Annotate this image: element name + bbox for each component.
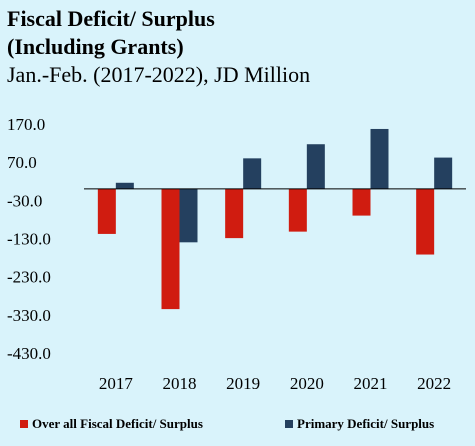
bar-overall-2017 <box>97 188 116 234</box>
title-block: Fiscal Deficit/ Surplus (Including Grant… <box>7 5 310 89</box>
y-tick-label: 170.0 <box>7 115 45 134</box>
x-tick-label: 2018 <box>163 374 197 393</box>
chart-subtitle: Jan.-Feb. (2017-2022), JD Million <box>7 62 311 87</box>
legend-item-overall: Over all Fiscal Deficit/ Surplus <box>20 413 203 435</box>
y-tick-label: 70.0 <box>7 153 37 172</box>
x-tick-label: 2022 <box>417 374 451 393</box>
x-tick-label: 2019 <box>226 374 260 393</box>
y-tick-label: -430.0 <box>7 344 51 363</box>
y-tick-label: -30.0 <box>7 191 42 210</box>
y-tick-label: -130.0 <box>7 230 51 249</box>
bar-chart: 170.0 70.0 -30.0 -130.0 -230.0 -330.0 -430.0 2… <box>7 115 466 393</box>
bar-overall-2019 <box>225 188 244 239</box>
legend-swatch-overall <box>20 420 28 428</box>
bar-overall-2022 <box>416 188 435 255</box>
bar-overall-2018 <box>161 188 180 310</box>
bar-overall-2021 <box>352 188 371 216</box>
legend: Over all Fiscal Deficit/ Surplus Primary… <box>20 413 470 435</box>
y-tick-label: -230.0 <box>7 268 51 287</box>
bar-primary-2021 <box>370 128 389 189</box>
chart-title-line-2: (Including Grants) <box>7 34 184 59</box>
x-tick-label: 2020 <box>290 374 324 393</box>
legend-label-overall: Over all Fiscal Deficit/ Surplus <box>32 416 203 431</box>
bar-primary-2022 <box>434 157 453 189</box>
bar-primary-2017 <box>115 182 134 189</box>
legend-swatch-primary <box>285 420 293 428</box>
y-axis-labels: 170.0 70.0 -30.0 -130.0 -230.0 -330.0 -430.0 <box>7 115 51 363</box>
x-axis-labels: 2017 2018 2019 2020 2021 2022 <box>99 374 451 393</box>
bar-primary-2018 <box>179 188 198 243</box>
x-tick-label: 2017 <box>99 374 134 393</box>
legend-item-primary: Primary Deficit/ Surplus <box>285 413 434 435</box>
y-tick-label: -330.0 <box>7 306 51 325</box>
chart-title-line-1: Fiscal Deficit/ Surplus <box>7 6 215 31</box>
bar-primary-2020 <box>306 144 325 189</box>
x-tick-label: 2021 <box>354 374 388 393</box>
bar-overall-2020 <box>288 188 307 232</box>
bar-primary-2019 <box>243 158 262 189</box>
legend-label-primary: Primary Deficit/ Surplus <box>297 416 435 431</box>
bars <box>97 128 453 310</box>
